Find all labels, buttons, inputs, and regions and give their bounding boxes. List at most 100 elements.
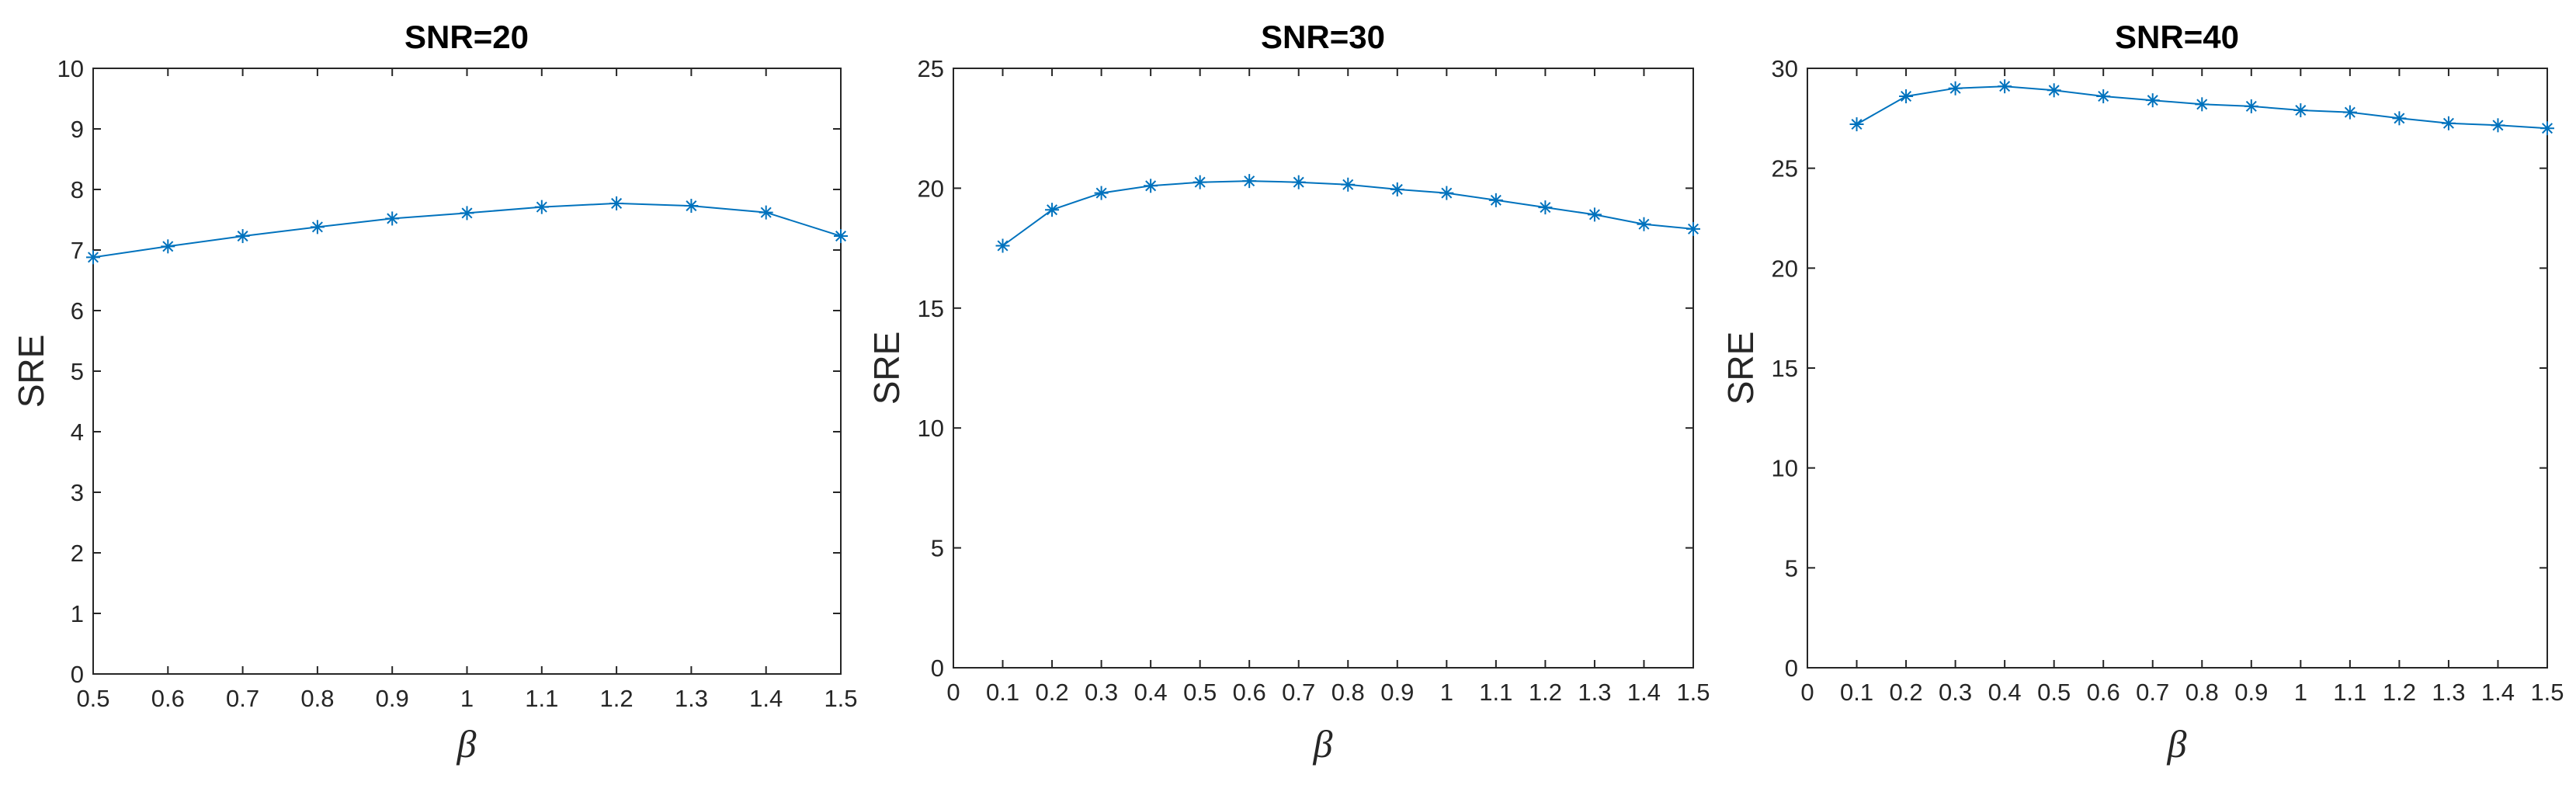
marker-stroke <box>2394 113 2405 124</box>
y-tick-label: 30 <box>1772 55 1798 82</box>
data-point-marker <box>1637 217 1651 231</box>
marker-stroke <box>1441 187 1453 199</box>
y-tick-label: 10 <box>57 55 84 82</box>
x-tick-label: 0.5 <box>76 685 109 712</box>
x-tick-label: 1.4 <box>749 685 783 712</box>
x-tick-label: 1.5 <box>1676 679 1710 706</box>
y-tick-label: 25 <box>918 55 944 82</box>
data-point-marker <box>759 205 773 220</box>
data-point-marker <box>2145 93 2160 108</box>
marker-stroke <box>1293 176 1304 188</box>
x-tick-label: 1.2 <box>1529 679 1562 706</box>
data-point-marker <box>1144 179 1158 193</box>
y-tick-label: 5 <box>931 535 944 562</box>
y-tick-label: 10 <box>918 415 944 442</box>
data-point-marker <box>1045 203 1060 217</box>
marker-stroke <box>2245 100 2257 112</box>
marker-stroke <box>1342 179 1354 190</box>
marker-stroke <box>237 231 248 242</box>
x-tick-label: 0.6 <box>2087 679 2120 706</box>
data-point-marker <box>2096 89 2111 104</box>
x-tick-label: 0 <box>1800 679 1814 706</box>
series-line <box>995 174 1700 253</box>
data-point-marker <box>1390 182 1404 196</box>
data-point-marker <box>235 229 250 244</box>
data-point-marker <box>534 200 549 214</box>
marker-stroke <box>1095 187 1107 199</box>
x-axis-label: β <box>457 722 477 766</box>
chart-title: SNR=20 <box>404 19 529 55</box>
x-tick-label: 0.5 <box>1183 679 1217 706</box>
marker-stroke <box>1949 82 1961 94</box>
data-point-marker <box>1538 200 1553 215</box>
data-point-marker <box>2244 99 2258 113</box>
marker-stroke <box>2492 120 2504 131</box>
marker-stroke <box>387 213 398 224</box>
x-tick-label: 1.1 <box>2333 679 2366 706</box>
data-point-marker <box>2293 103 2308 118</box>
data-point-marker <box>2491 118 2505 133</box>
x-tick-label: 0.2 <box>1890 679 1923 706</box>
y-tick-label: 5 <box>71 358 84 385</box>
axis-ticks: 0.5 0.6 0.7 0.8 0.9 1 1.1 1.2 1.3 1.4 1.5 0 1 2 3 4 5 6 7 8… <box>57 55 858 712</box>
x-tick-label: 1.4 <box>1627 679 1661 706</box>
x-tick-label: 1.5 <box>2530 679 2564 706</box>
y-tick-label: 8 <box>71 176 84 203</box>
data-point-marker <box>995 238 1010 253</box>
x-tick-label: 1.4 <box>2481 679 2515 706</box>
plot-area <box>92 68 842 675</box>
axis-ticks: 0 0.1 0.2 0.3 0.4 0.5 0.6 0.7 0.8 0.9 1 1.1 1.2 1.3 1.… <box>918 55 1710 706</box>
x-tick-label: 0 <box>946 679 960 706</box>
data-point-marker <box>1587 207 1602 222</box>
marker-stroke <box>2295 105 2307 116</box>
chart-title: SNR=40 <box>2115 19 2239 55</box>
data-point-marker <box>1094 186 1109 200</box>
y-tick-label: 1 <box>71 600 84 627</box>
marker-stroke <box>835 231 847 242</box>
y-axis-label: SRE <box>866 332 907 405</box>
chart-panel-snr40: SNR=40 SRE β 0 0.1 0.2 0.3 0.4 0.5 0.6 0.7 0.8 0.… <box>1720 19 2564 766</box>
plot-area <box>1807 68 2548 669</box>
y-tick-label: 20 <box>1772 255 1798 282</box>
chart-panel-snr30: SNR=30 SRE β 0 0.1 0.2 0.3 0.4 0.5 0.6 0.7 0.8 0.… <box>866 19 1710 766</box>
marker-stroke <box>611 197 623 209</box>
x-tick-label: 1.1 <box>525 685 558 712</box>
y-tick-label: 20 <box>918 175 944 202</box>
data-point-marker <box>2195 97 2210 112</box>
x-tick-label: 0.8 <box>2185 679 2219 706</box>
x-tick-label: 0.1 <box>1840 679 1873 706</box>
y-tick-label: 7 <box>71 237 84 264</box>
y-tick-label: 10 <box>1772 455 1798 482</box>
y-tick-label: 5 <box>1785 554 1798 582</box>
marker-stroke <box>1999 81 2011 92</box>
marker-stroke <box>686 200 697 212</box>
data-point-marker <box>2342 105 2357 120</box>
marker-stroke <box>2442 117 2454 129</box>
x-tick-label: 1.5 <box>824 685 857 712</box>
x-tick-label: 0.2 <box>1036 679 1069 706</box>
x-tick-label: 0.8 <box>1331 679 1365 706</box>
marker-stroke <box>1391 183 1403 195</box>
x-tick-label: 0.3 <box>1085 679 1118 706</box>
x-tick-label: 0.6 <box>1233 679 1266 706</box>
chart-panel-snr20: SNR=20 SRE β 0.5 0.6 0.7 0.8 0.9 1 1.1 1.2 1.3 1.… <box>11 19 858 766</box>
marker-stroke <box>1851 119 1863 130</box>
y-tick-label: 15 <box>1772 355 1798 382</box>
marker-stroke <box>1540 202 1551 214</box>
marker-stroke <box>311 221 323 233</box>
x-tick-label: 0.3 <box>1939 679 1972 706</box>
data-point-marker <box>1291 175 1306 189</box>
axis-ticks: 0 0.1 0.2 0.3 0.4 0.5 0.6 0.7 0.8 0.9 1 1.1 1.2 1.3 1.… <box>1772 55 2564 706</box>
data-point-marker <box>86 250 100 265</box>
x-tick-label: 1 <box>1440 679 1453 706</box>
chart-title: SNR=30 <box>1261 19 1385 55</box>
data-point-marker <box>161 239 175 254</box>
marker-stroke <box>2098 91 2109 102</box>
marker-stroke <box>1490 194 1502 206</box>
marker-stroke <box>2147 95 2158 106</box>
x-tick-label: 1.3 <box>1578 679 1611 706</box>
x-tick-label: 1.2 <box>2383 679 2416 706</box>
y-axis-label: SRE <box>1720 332 1761 405</box>
series-line <box>1849 79 2554 136</box>
x-tick-label: 0.7 <box>226 685 259 712</box>
